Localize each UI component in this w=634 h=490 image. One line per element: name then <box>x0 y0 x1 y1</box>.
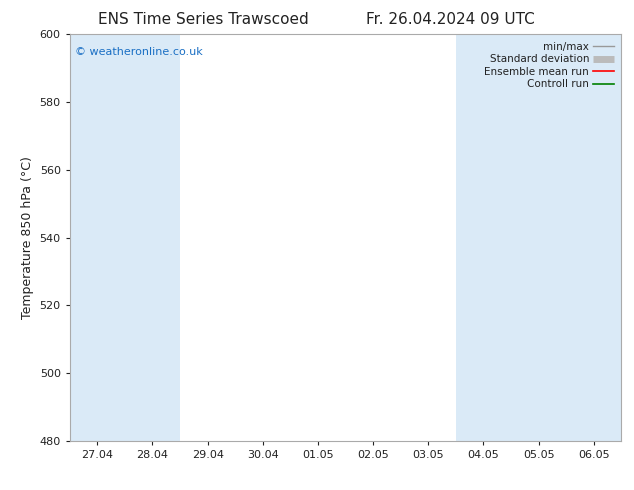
Text: ENS Time Series Trawscoed: ENS Time Series Trawscoed <box>98 12 308 27</box>
Bar <box>125 34 180 441</box>
Bar <box>566 34 621 441</box>
Bar <box>456 34 511 441</box>
Text: © weatheronline.co.uk: © weatheronline.co.uk <box>75 47 203 56</box>
Legend: min/max, Standard deviation, Ensemble mean run, Controll run: min/max, Standard deviation, Ensemble me… <box>482 40 616 92</box>
Bar <box>511 34 566 441</box>
Text: Fr. 26.04.2024 09 UTC: Fr. 26.04.2024 09 UTC <box>366 12 534 27</box>
Bar <box>70 34 125 441</box>
Y-axis label: Temperature 850 hPa (°C): Temperature 850 hPa (°C) <box>21 156 34 319</box>
